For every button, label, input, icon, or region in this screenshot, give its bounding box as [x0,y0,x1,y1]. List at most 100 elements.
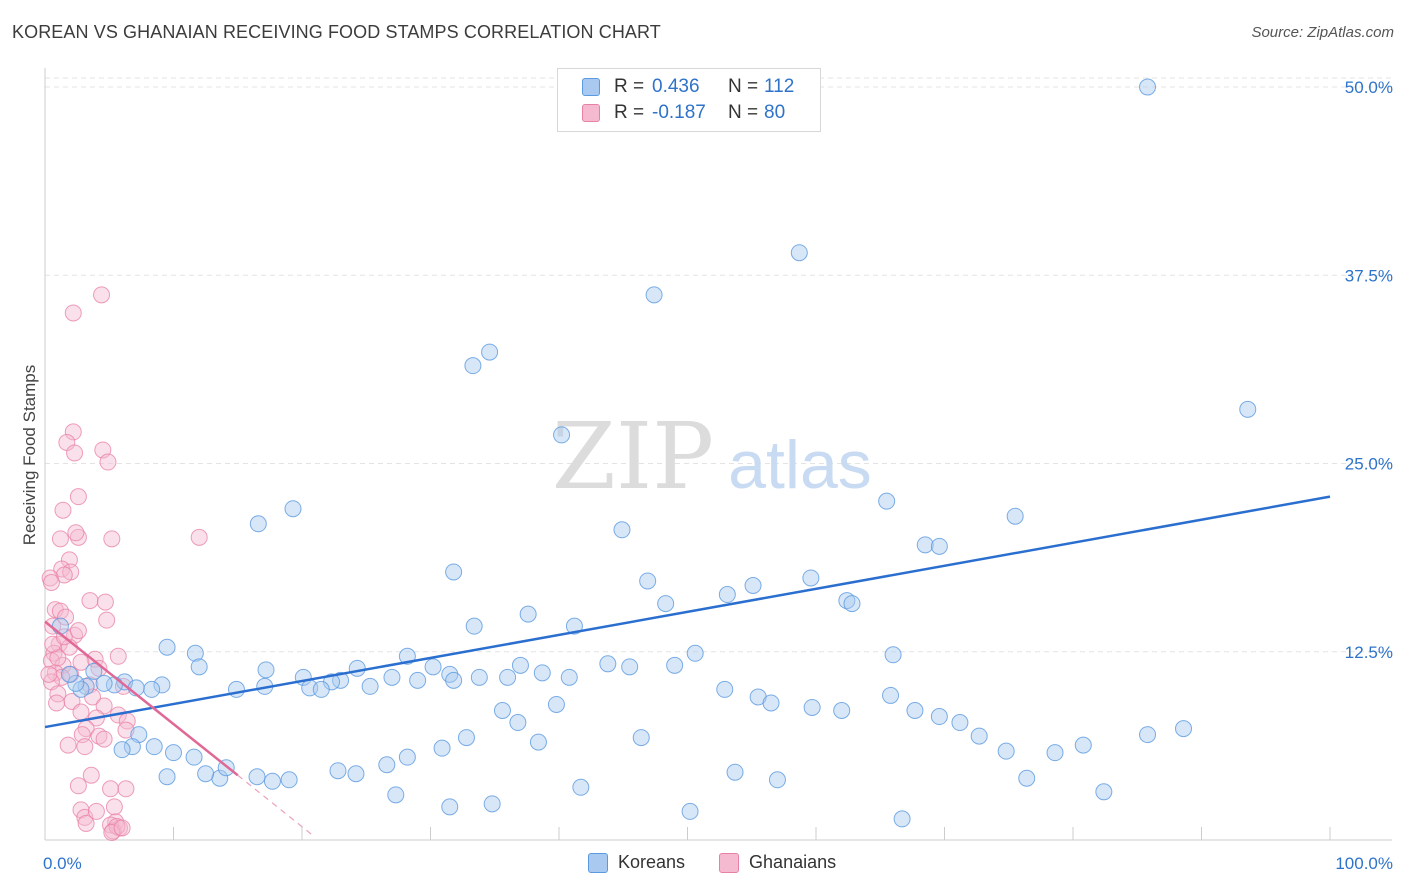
korean-point [762,694,780,712]
ghanaian-point [49,685,67,703]
ghanaian-point [93,286,111,304]
korean-point [884,646,902,664]
korean-point [632,729,650,747]
korean-point [95,674,113,692]
korean-point [1018,769,1036,787]
korean-point [639,572,657,590]
ghanaian-point [57,608,75,626]
korean-point [77,677,95,695]
source-credit: Source: ZipAtlas.com [1251,24,1394,41]
ghanaian-point [105,798,123,816]
r-label: R = [614,76,645,97]
korean-point [361,677,379,695]
korean-point [197,765,215,783]
korean-point [768,771,786,789]
korean-point [519,605,537,623]
korean-point [613,521,631,539]
korean-point [1074,736,1092,754]
korean-point [123,738,141,756]
n-value: 112 [764,76,795,97]
ghanaian-point [90,727,108,745]
korean-point [645,286,663,304]
korean-point [547,695,565,713]
ghanaian-point [87,802,105,820]
korean-point [718,586,736,604]
korean-point [1006,507,1024,525]
legend-item-ghanaians[interactable]: Ghanaians [719,852,836,873]
korean-point [1139,726,1157,744]
korean-point [1046,744,1064,762]
korean-point [280,771,298,789]
ghanaian-point [95,730,113,748]
korean-point [441,798,459,816]
korean-point [529,733,547,751]
korean-point [145,738,163,756]
r-value: 0.436 [652,76,700,97]
korean-point [893,810,911,828]
korean-point [1139,78,1157,96]
ghanaian-point [40,665,58,683]
ghanaian-point [102,780,120,798]
korean-point [383,668,401,686]
korean-point [433,739,451,757]
korean-point [970,727,988,745]
korean-point [686,644,704,662]
korean-point [882,686,900,704]
korean-point [113,741,131,759]
korean-point [802,569,820,587]
ghanaian-point [77,814,95,832]
watermark: ZIP atlas [552,403,872,510]
korean-point [445,563,463,581]
legend-item-koreans[interactable]: Koreans [588,852,685,873]
korean-point [599,655,617,673]
ghanaian-point [76,738,94,756]
korean-point [744,577,762,595]
korean-point [158,768,176,786]
ghanaian-point [64,423,82,441]
korean-point [657,595,675,613]
korean-swatch [588,852,608,873]
korean-point [409,671,427,689]
korean-point [930,537,948,555]
ghanaian-point [99,453,117,471]
ghanaian-point [90,659,108,677]
n-label: N = [728,102,759,123]
korean-point [398,748,416,766]
korean-point [332,671,350,689]
ghanaian-point [117,721,135,739]
korean-point [60,665,78,683]
korean-point [790,244,808,262]
y-tick-label: 37.5% [1345,266,1393,285]
ghanaian-point [54,501,72,519]
ghanaian-point [69,528,87,546]
korean-swatch [582,78,600,96]
y-tick-label: 25.0% [1345,455,1393,474]
ghanaian-trend-line [44,620,239,777]
korean-point [838,592,856,610]
korean-point [158,638,176,656]
korean-point [930,708,948,726]
axes [44,68,1392,841]
korean-point [263,772,281,790]
ghanaian-point [190,528,208,546]
n-value: 80 [764,102,786,123]
korean-points [51,78,1257,828]
ghanaian-point [113,819,131,837]
korean-point [248,768,266,786]
korean-point [329,762,347,780]
r-label: R = [614,102,645,123]
korean-point [143,680,161,698]
tick-labels: 12.5% 25.0% 37.5% 50.0% 0.0% 100.0% [43,78,1393,873]
ghanaian-point [69,622,87,640]
korean-point [481,343,499,361]
ghanaian-point [55,566,73,584]
korean-point [445,671,463,689]
korean-point [153,676,171,694]
korean-point [681,802,699,820]
ghanaian-point [95,697,113,715]
korean-point [284,500,302,518]
korean-point [378,756,396,774]
ghanaian-swatch [582,104,600,122]
korean-point [833,701,851,719]
korean-point [509,714,527,732]
